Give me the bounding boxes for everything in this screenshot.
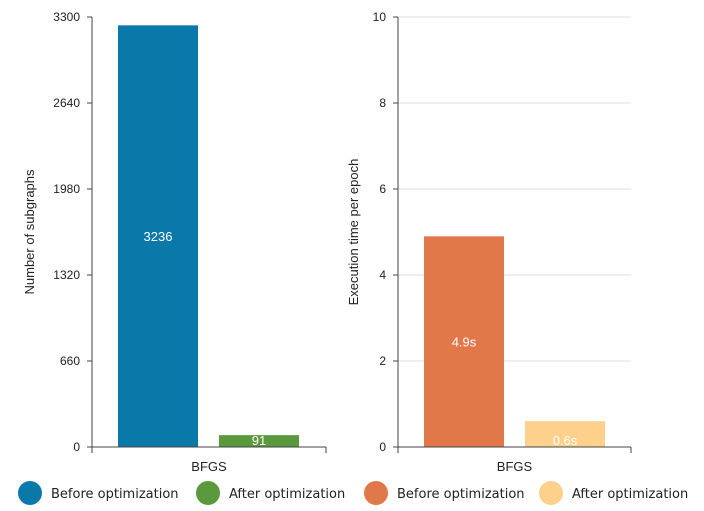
bar-before-optimization	[118, 25, 198, 448]
y-axis-title: Number of subgraphs	[22, 169, 37, 295]
y-tick-label: 3300	[53, 10, 80, 24]
data-label: 91	[252, 433, 266, 448]
x-tick-label: BFGS	[191, 459, 227, 474]
legend-label: Before optimization	[397, 487, 525, 502]
y-tick-label: 8	[379, 96, 386, 110]
y-tick-label: 10	[373, 10, 387, 24]
legend-swatch	[196, 481, 220, 505]
legend-label: After optimization	[229, 487, 345, 502]
y-tick-label: 0	[73, 440, 80, 454]
y-tick-label: 1320	[53, 268, 80, 282]
legend-label: After optimization	[572, 487, 688, 502]
bar-after-optimization	[219, 435, 299, 447]
legend-swatch	[18, 481, 42, 505]
legend-swatch	[539, 481, 563, 505]
data-label: 0.6s	[553, 433, 578, 448]
legend-swatch	[364, 481, 388, 505]
y-tick-label: 6	[379, 182, 386, 196]
y-tick-label: 660	[60, 354, 80, 368]
y-axis-title: Execution time per epoch	[346, 159, 361, 306]
data-label: 4.9s	[452, 335, 477, 350]
y-tick-label: 1980	[53, 182, 80, 196]
bar-before-optimization	[424, 236, 504, 447]
y-tick-label: 4	[379, 268, 386, 282]
y-tick-label: 2	[379, 354, 386, 368]
x-tick-label: BFGS	[497, 459, 533, 474]
y-tick-label: 2640	[53, 96, 80, 110]
y-tick-label: 0	[379, 440, 386, 454]
bar-after-optimization	[525, 421, 605, 447]
data-label: 3236	[144, 229, 173, 244]
legend-label: Before optimization	[51, 487, 179, 502]
